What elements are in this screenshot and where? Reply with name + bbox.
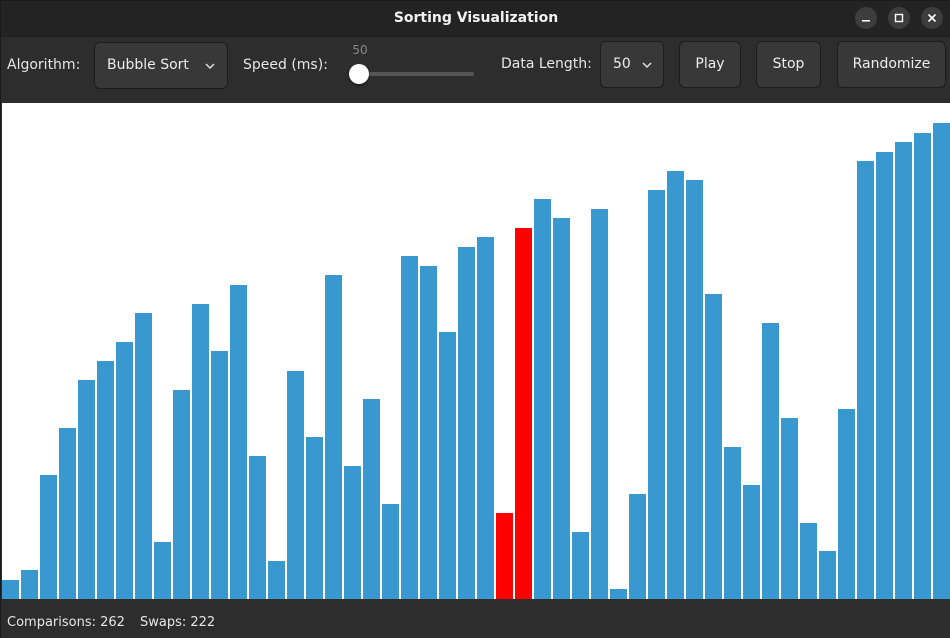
close-button[interactable] <box>921 7 943 29</box>
array-bar <box>857 161 874 599</box>
array-bar <box>135 313 152 599</box>
array-bar <box>401 256 418 599</box>
algorithm-label: Algorithm: <box>7 57 81 73</box>
array-bar <box>762 323 779 599</box>
array-bar <box>287 371 304 599</box>
array-bar <box>743 485 760 599</box>
array-bar <box>40 475 57 599</box>
window-title: Sorting Visualization <box>393 10 559 26</box>
array-bar <box>268 561 285 599</box>
play-button[interactable]: Play <box>679 41 741 88</box>
array-bar <box>724 447 741 599</box>
array-bar <box>2 580 19 599</box>
array-bar <box>306 437 323 599</box>
data-length-select-value: 50 <box>613 56 631 72</box>
array-bar <box>420 266 437 599</box>
array-bar <box>819 551 836 599</box>
array-bar <box>97 361 114 599</box>
minimize-icon <box>862 20 870 22</box>
array-bar <box>192 304 209 599</box>
array-bar <box>933 123 950 599</box>
chevron-down-icon <box>642 62 652 69</box>
stop-button[interactable]: Stop <box>756 41 821 88</box>
swaps-count: Swaps: 222 <box>140 615 216 630</box>
data-length-select[interactable]: 50 <box>600 41 664 88</box>
array-bar <box>59 428 76 599</box>
array-bar <box>800 523 817 599</box>
close-icon <box>927 13 937 23</box>
array-bar <box>705 294 722 599</box>
toolbar-right: Data Length: 50 Play Stop Randomize <box>1 36 950 103</box>
array-bar <box>591 209 608 599</box>
array-bar <box>667 171 684 599</box>
array-bar <box>781 418 798 599</box>
array-bar <box>325 275 342 599</box>
comparisons-count: Comparisons: 262 <box>7 615 125 630</box>
array-bar <box>477 237 494 599</box>
array-bar <box>610 589 627 599</box>
array-bar <box>439 332 456 599</box>
array-bar <box>572 532 589 599</box>
array-bar <box>496 513 513 599</box>
maximize-icon <box>894 13 904 23</box>
data-length-label: Data Length: <box>501 56 592 72</box>
array-bar <box>534 199 551 599</box>
chevron-down-icon <box>205 63 215 70</box>
array-bar <box>838 409 855 599</box>
array-bar <box>648 190 665 599</box>
array-bar <box>21 570 38 599</box>
speed-slider-handle[interactable] <box>349 64 369 84</box>
array-bar <box>553 218 570 599</box>
array-bar <box>211 351 228 599</box>
array-bar <box>686 180 703 599</box>
array-bar <box>116 342 133 599</box>
array-bar <box>876 152 893 599</box>
array-bar <box>458 247 475 599</box>
array-bar <box>382 504 399 599</box>
sorting-canvas <box>2 103 950 599</box>
algorithm-select-value: Bubble Sort <box>107 57 189 73</box>
randomize-button[interactable]: Randomize <box>837 41 946 88</box>
array-bar <box>515 228 532 599</box>
array-bar <box>344 466 361 599</box>
array-bar <box>914 133 931 599</box>
array-bar <box>173 390 190 599</box>
array-bar <box>230 285 247 599</box>
array-bar <box>78 380 95 599</box>
array-bar <box>363 399 380 599</box>
array-bar <box>154 542 171 599</box>
title-bar: Sorting Visualization <box>1 1 950 36</box>
speed-slider-value: 50 <box>352 43 368 57</box>
array-bar <box>629 494 646 599</box>
algorithm-select[interactable]: Bubble Sort <box>94 42 228 89</box>
maximize-button[interactable] <box>888 7 910 29</box>
minimize-button[interactable] <box>855 7 877 29</box>
array-bar <box>895 142 912 599</box>
array-bar <box>249 456 266 599</box>
speed-label: Speed (ms): <box>243 57 328 73</box>
speed-slider-track[interactable] <box>358 72 474 76</box>
status-bar: Comparisons: 262 Swaps: 222 <box>1 599 950 638</box>
